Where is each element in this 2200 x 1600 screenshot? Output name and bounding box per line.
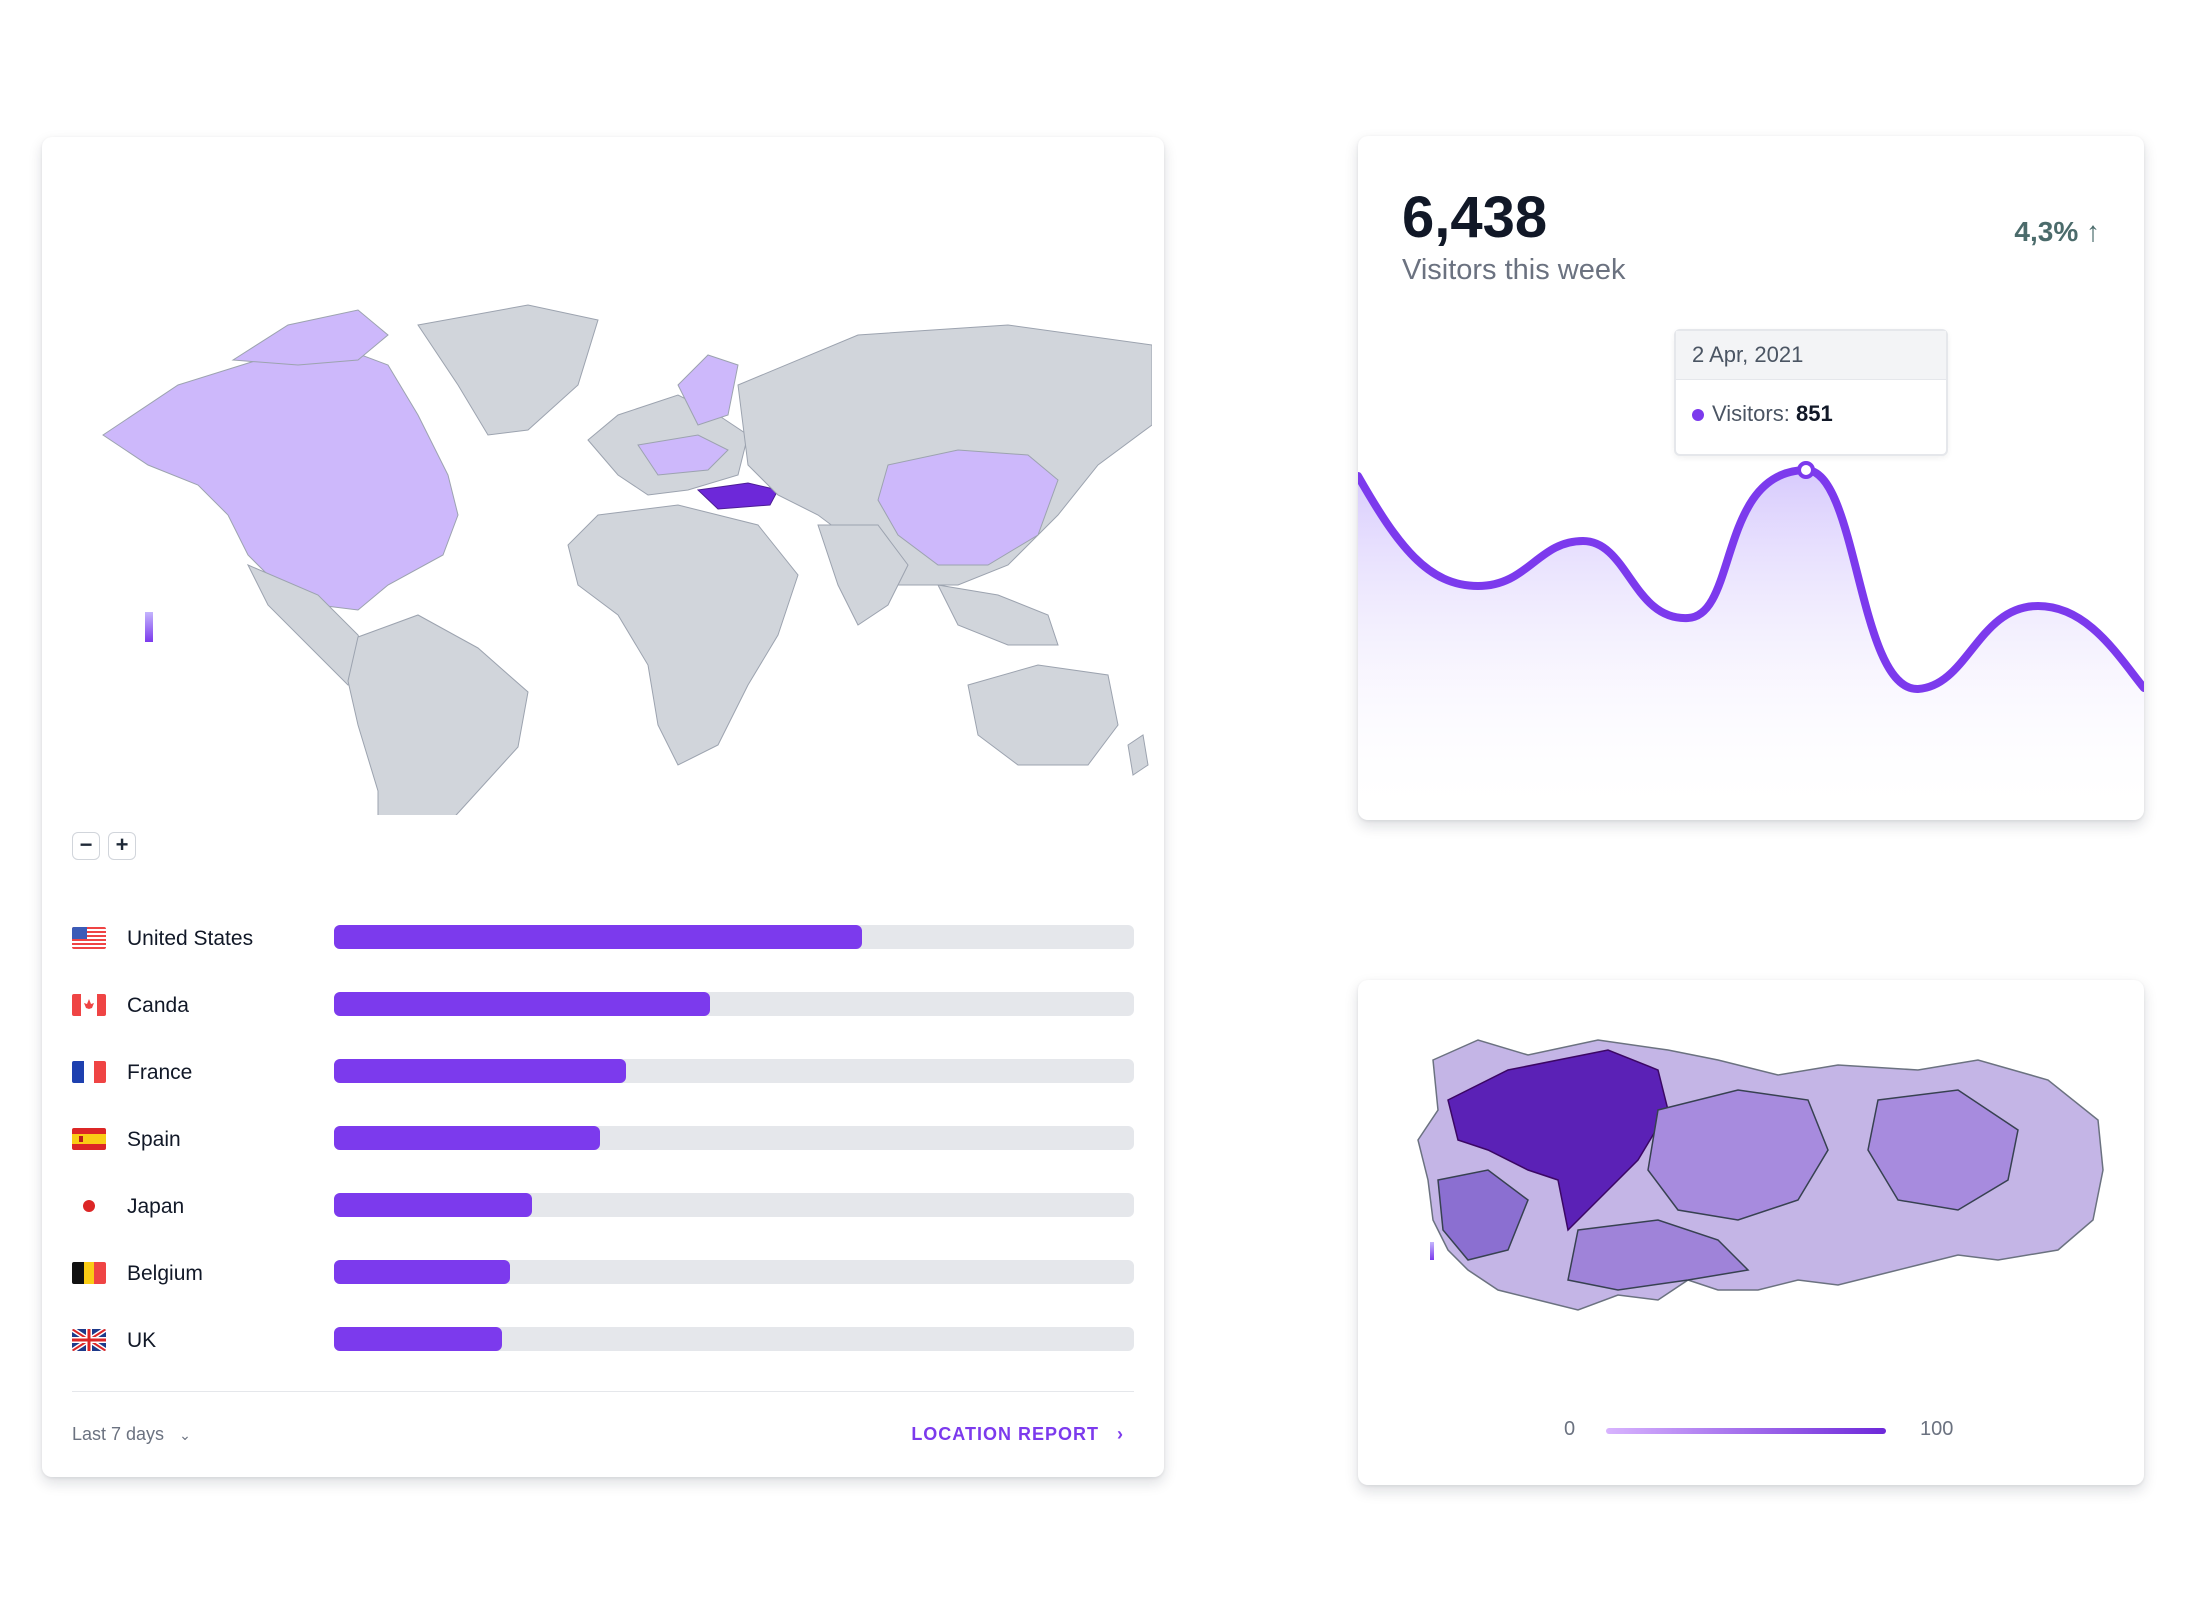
- map-region-southeast-asia: [937, 584, 1059, 646]
- country-name: UK: [127, 1329, 157, 1352]
- date-range-label: Last 7 days: [72, 1424, 165, 1444]
- country-name: Japan: [127, 1195, 185, 1218]
- visitors-change: 4,3% ↑: [2014, 216, 2100, 247]
- country-row-us: United States: [72, 917, 1134, 984]
- country-bar-track: [334, 1126, 1134, 1150]
- country-row-es: Spain: [72, 1118, 1134, 1185]
- card-divider: [72, 1391, 1134, 1392]
- map-region-china: [877, 449, 1059, 566]
- country-bar-track: [334, 1327, 1134, 1351]
- chevron-down-icon: ⌄: [179, 1427, 191, 1443]
- visitors-total: 6,438: [1402, 185, 1548, 250]
- map-region-south-america: [347, 614, 529, 815]
- chevron-right-icon: ›: [1117, 1424, 1124, 1444]
- tooltip-label: Visitors:: [1712, 401, 1790, 426]
- tooltip-value: 851: [1795, 401, 1833, 426]
- country-row-uk: UK: [72, 1319, 1134, 1386]
- map-region-canada-islands: [231, 309, 389, 366]
- country-bar-track: [334, 1193, 1134, 1217]
- country-name: France: [127, 1061, 193, 1084]
- tooltip-date: 2 Apr, 2021: [1676, 331, 1946, 380]
- map-region-new-zealand: [1127, 734, 1149, 776]
- color-scale-bar: [1606, 1428, 1886, 1434]
- location-card: − + United States Canda: [42, 137, 1164, 1477]
- canada-flag-icon: [72, 994, 106, 1016]
- country-bar-fill: [334, 925, 862, 949]
- country-bar-fill: [334, 1126, 601, 1150]
- country-bar-track: [334, 1059, 1134, 1083]
- tooltip-point: [1797, 461, 1815, 479]
- world-map[interactable]: [58, 265, 1152, 815]
- map-region-india: [817, 524, 909, 626]
- country-bar-track: [334, 992, 1134, 1016]
- map-region-europe-highlight: [637, 434, 729, 476]
- scale-min-label: 0: [1564, 1418, 1576, 1440]
- map-region-australia: [967, 664, 1119, 766]
- turkey-east-mid: [1867, 1089, 2019, 1211]
- turkey-west-dark: [1447, 1049, 1669, 1232]
- visitors-line-chart: [1358, 461, 2144, 820]
- location-report-link[interactable]: LOCATION REPORT ›: [911, 1424, 1124, 1445]
- visitors-area: [1358, 470, 2144, 820]
- scale-max-label: 100: [1920, 1418, 1954, 1440]
- tooltip-body: Visitors: 851: [1676, 380, 1946, 448]
- turkey-legend-swatch: [1430, 1242, 1434, 1260]
- country-bar-track: [334, 925, 1134, 949]
- turkey-choropleth-map[interactable]: [1358, 980, 2144, 1400]
- country-bar-track: [334, 1260, 1134, 1284]
- country-bar-fill: [334, 1327, 502, 1351]
- us-flag-icon: [72, 927, 106, 949]
- visitors-line: [1358, 465, 2144, 694]
- map-region-turkey: [696, 482, 779, 510]
- map-region-greenland: [417, 304, 599, 436]
- country-list: United States Canda France: [72, 917, 1134, 1386]
- country-bar-fill: [334, 1059, 626, 1083]
- map-region-africa: [567, 504, 799, 766]
- country-name: Spain: [127, 1128, 181, 1151]
- country-row-be: Belgium: [72, 1252, 1134, 1319]
- map-legend-swatch: [145, 612, 153, 642]
- country-name: Belgium: [127, 1262, 203, 1285]
- turkey-map-card: 0 100: [1358, 980, 2144, 1485]
- country-name: United States: [127, 927, 254, 950]
- series-dot-icon: [1692, 409, 1704, 422]
- turkey-south-mid: [1567, 1219, 1750, 1291]
- country-bar-fill: [334, 1260, 510, 1284]
- visitors-subtitle: Visitors this week: [1402, 254, 1626, 286]
- map-region-north-america: [102, 349, 459, 611]
- country-bar-fill: [334, 992, 710, 1016]
- country-row-jp: Japan: [72, 1185, 1134, 1252]
- belgium-flag-icon: [72, 1262, 106, 1284]
- zoom-out-button[interactable]: −: [72, 832, 100, 860]
- map-region-scandinavia: [677, 354, 739, 426]
- visitors-card: 6,438 Visitors this week 4,3% ↑ 2 Apr, 2…: [1358, 136, 2144, 820]
- chart-tooltip: 2 Apr, 2021 Visitors: 851: [1674, 329, 1948, 456]
- spain-flag-icon: [72, 1128, 106, 1150]
- zoom-in-button[interactable]: +: [108, 832, 136, 860]
- country-bar-fill: [334, 1193, 532, 1217]
- turkey-southwest-mid: [1437, 1169, 1529, 1261]
- uk-flag-icon: [72, 1329, 106, 1351]
- country-name: Canda: [127, 994, 189, 1017]
- france-flag-icon: [72, 1061, 106, 1083]
- country-row-ca: Canda: [72, 984, 1134, 1051]
- turkey-central-mid: [1647, 1089, 1829, 1221]
- japan-flag-icon: [72, 1195, 106, 1217]
- country-row-fr: France: [72, 1051, 1134, 1118]
- date-range-dropdown[interactable]: Last 7 days ⌄: [72, 1424, 191, 1445]
- location-report-label: LOCATION REPORT: [911, 1424, 1099, 1444]
